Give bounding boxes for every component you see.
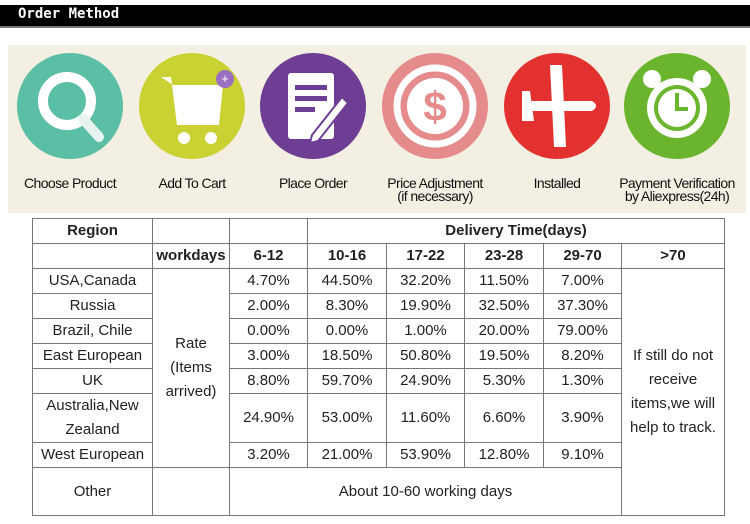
svg-text:+: +	[221, 71, 229, 86]
other-delivery-text: About 10-60 working days	[229, 467, 622, 516]
rate-cell: 19.50%	[464, 343, 544, 369]
region-header: Region	[32, 218, 153, 244]
range-header: >70	[621, 243, 725, 269]
region-cell: Russia	[32, 293, 153, 319]
delivery-time-header: Delivery Time(days)	[307, 218, 725, 244]
step-circle: $	[382, 53, 488, 159]
rate-cell: 24.90%	[386, 368, 465, 394]
rate-cell: 21.00%	[307, 442, 387, 468]
rate-cell: 1.30%	[543, 368, 622, 394]
rate-cell: 8.20%	[543, 343, 622, 369]
step-label: Add To Cart	[158, 175, 226, 191]
over70-note: If still do not receive items,we will he…	[621, 268, 725, 516]
region-cell: USA,Canada	[32, 268, 153, 294]
order-step: $ Price Adjustment (if necessary)	[374, 53, 496, 203]
delivery-time-table: Region Delivery Time(days) workdays 6-12 10-…	[32, 218, 725, 516]
step-label: Choose Product	[24, 175, 117, 191]
region-cell: East European	[32, 343, 153, 369]
rate-cell: 79.00%	[543, 318, 622, 344]
table-row: Australia,New Zealand 24.90% 53.00% 11.60% 6…	[32, 393, 725, 443]
order-step: Place Order	[252, 53, 374, 190]
rate-cell: 4.70%	[229, 268, 308, 294]
region-cell: UK	[32, 368, 153, 394]
svg-text:$: $	[423, 83, 446, 130]
rate-cell: 3.20%	[229, 442, 308, 468]
table-row: West European 3.20% 21.00% 53.90% 12.80% 9.10…	[32, 442, 725, 468]
step-circle	[260, 53, 366, 159]
step-circle	[624, 53, 730, 159]
step-label: Place Order	[278, 175, 348, 191]
rate-cell: 0.00%	[229, 318, 308, 344]
step-sublabel: (if necessary)	[397, 188, 473, 204]
rate-cell: 0.00%	[307, 318, 387, 344]
order-form-icon	[288, 73, 350, 145]
rate-cell: 1.00%	[386, 318, 465, 344]
order-steps-banner: Choose Product + Add To Cart Place Order $ Pr…	[8, 45, 746, 213]
rate-cell: 12.80%	[464, 442, 544, 468]
search-icon	[38, 72, 104, 142]
rate-cell: 53.00%	[307, 393, 387, 443]
rate-cell: 5.30%	[464, 368, 544, 394]
table-row: East European 3.00% 18.50% 50.80% 19.50% 8.20…	[32, 343, 725, 369]
range-header: 17-22	[386, 243, 465, 269]
rate-label: Rate (Items arrived)	[152, 268, 230, 468]
alarm-clock-icon	[643, 70, 711, 138]
rate-cell: 59.70%	[307, 368, 387, 394]
rate-cell: 50.80%	[386, 343, 465, 369]
order-step: + Add To Cart	[131, 53, 253, 190]
rate-cell: 3.00%	[229, 343, 308, 369]
rate-cell: 24.90%	[229, 393, 308, 443]
step-label: Payment Verification by Aliexpress(24h)	[619, 175, 735, 204]
rate-cell: 32.50%	[464, 293, 544, 319]
rate-cell: 11.60%	[386, 393, 465, 443]
rate-cell: 18.50%	[307, 343, 387, 369]
table-row: USA,Canada Rate (Items arrived) 4.70% 44.50…	[32, 268, 725, 516]
step-circle	[504, 53, 610, 159]
region-cell: Australia,New Zealand	[32, 393, 153, 443]
workdays-header: workdays	[152, 243, 230, 269]
range-header: 29-70	[543, 243, 622, 269]
rate-cell: 7.00%	[543, 268, 622, 294]
cart-icon: +	[161, 70, 234, 144]
airplane-icon	[522, 65, 596, 147]
rate-cell: 6.60%	[464, 393, 544, 443]
region-cell: West European	[32, 442, 153, 468]
order-step: Installed	[496, 53, 618, 190]
step-label: Installed	[533, 175, 581, 191]
rate-cell: 3.90%	[543, 393, 622, 443]
region-cell: Brazil, Chile	[32, 318, 153, 344]
range-header: 6-12	[229, 243, 308, 269]
rate-cell: 2.00%	[229, 293, 308, 319]
step-circle	[17, 53, 123, 159]
rate-cell: 32.20%	[386, 268, 465, 294]
table-row: Brazil, Chile 0.00% 0.00% 1.00% 20.00% 79.00%	[32, 318, 725, 344]
rate-cell: 53.90%	[386, 442, 465, 468]
rate-cell: 20.00%	[464, 318, 544, 344]
order-step: Payment Verification by Aliexpress(24h)	[616, 53, 738, 203]
rate-cell: 11.50%	[464, 268, 544, 294]
section-header-bar: Order Method	[0, 5, 750, 28]
range-header: 23-28	[464, 243, 544, 269]
section-title: Order Method	[18, 6, 120, 22]
rate-cell: 8.80%	[229, 368, 308, 394]
rate-cell: 37.30%	[543, 293, 622, 319]
step-label: Price Adjustment (if necessary)	[387, 175, 483, 204]
step-sublabel: by Aliexpress(24h)	[624, 188, 730, 204]
step-circle: +	[139, 53, 245, 159]
order-step: Choose Product	[9, 53, 131, 190]
table-row: UK 8.80% 59.70% 24.90% 5.30% 1.30%	[32, 368, 725, 394]
region-cell: Other	[32, 467, 153, 516]
dollar-icon: $	[393, 64, 477, 148]
table-row: Russia 2.00% 8.30% 19.90% 32.50% 37.30%	[32, 293, 725, 319]
range-header: 10-16	[307, 243, 387, 269]
rate-cell: 44.50%	[307, 268, 387, 294]
rate-cell: 19.90%	[386, 293, 465, 319]
rate-cell: 9.10%	[543, 442, 622, 468]
rate-cell: 8.30%	[307, 293, 387, 319]
